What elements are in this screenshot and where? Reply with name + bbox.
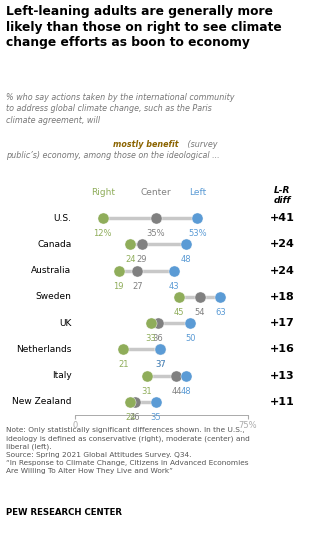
Text: UK: UK bbox=[59, 319, 72, 327]
Text: 33: 33 bbox=[146, 334, 157, 343]
Text: 24: 24 bbox=[125, 255, 135, 264]
Text: U.S.: U.S. bbox=[54, 213, 72, 223]
Text: New Zealand: New Zealand bbox=[12, 398, 72, 407]
Text: +11: +11 bbox=[270, 397, 295, 407]
Text: +41: +41 bbox=[270, 213, 295, 223]
Text: 37: 37 bbox=[155, 361, 166, 369]
Text: 27: 27 bbox=[132, 281, 143, 291]
Text: 19: 19 bbox=[113, 281, 124, 291]
Text: Left-leaning adults are generally more
likely than those on right to see climate: Left-leaning adults are generally more l… bbox=[6, 5, 282, 49]
Text: 26: 26 bbox=[130, 413, 140, 422]
Text: 48: 48 bbox=[180, 255, 191, 264]
Text: 53%: 53% bbox=[188, 229, 206, 238]
Text: 63: 63 bbox=[215, 308, 226, 317]
Text: 44: 44 bbox=[171, 387, 182, 396]
Text: Australia: Australia bbox=[31, 266, 72, 275]
Text: Canada: Canada bbox=[37, 240, 72, 249]
Text: mostly benefit: mostly benefit bbox=[113, 140, 179, 149]
Text: Note: Only statistically significant differences shown. In the U.S.,
ideology is: Note: Only statistically significant dif… bbox=[6, 427, 250, 474]
Text: 45: 45 bbox=[174, 308, 184, 317]
Text: 50: 50 bbox=[185, 334, 196, 343]
Text: 48: 48 bbox=[180, 387, 191, 396]
Text: +17: +17 bbox=[270, 318, 295, 328]
Text: +24: +24 bbox=[270, 239, 295, 249]
Text: public’s) economy, among those on the ideological ...: public’s) economy, among those on the id… bbox=[6, 151, 219, 160]
Text: +24: +24 bbox=[270, 265, 295, 276]
Text: Italy: Italy bbox=[52, 371, 72, 380]
Text: 54: 54 bbox=[194, 308, 205, 317]
Text: 29: 29 bbox=[137, 255, 147, 264]
Text: +13: +13 bbox=[270, 371, 295, 380]
Text: +16: +16 bbox=[270, 345, 295, 354]
Text: 35%: 35% bbox=[146, 229, 165, 238]
Text: % who say actions taken by the international community
to address global climate: % who say actions taken by the internati… bbox=[6, 93, 234, 125]
Text: Left: Left bbox=[188, 188, 206, 197]
Text: L-R
diff: L-R diff bbox=[274, 186, 291, 205]
Text: 21: 21 bbox=[118, 361, 129, 369]
Text: +18: +18 bbox=[270, 292, 295, 302]
Text: Right: Right bbox=[91, 188, 115, 197]
Text: Netherlands: Netherlands bbox=[16, 345, 72, 354]
Text: PEW RESEARCH CENTER: PEW RESEARCH CENTER bbox=[6, 508, 122, 517]
Text: 24: 24 bbox=[125, 413, 135, 422]
Text: 31: 31 bbox=[141, 387, 152, 396]
Text: 43: 43 bbox=[169, 281, 179, 291]
Text: 12%: 12% bbox=[93, 229, 112, 238]
Text: 37: 37 bbox=[155, 361, 166, 369]
Text: 36: 36 bbox=[153, 334, 163, 343]
Text: 35: 35 bbox=[150, 413, 161, 422]
Text: Center: Center bbox=[140, 188, 171, 197]
Text: (survey: (survey bbox=[185, 140, 218, 149]
Text: Sweden: Sweden bbox=[36, 292, 72, 301]
